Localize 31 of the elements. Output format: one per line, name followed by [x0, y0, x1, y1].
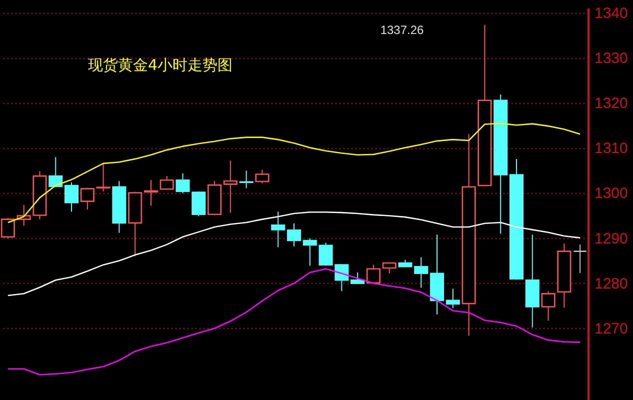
- candlestick: [96, 162, 110, 192]
- candlestick: [446, 288, 460, 309]
- y-tick-label: 1290: [594, 230, 628, 248]
- candlestick: [223, 160, 238, 214]
- candlestick: [271, 211, 286, 248]
- candlestick: [541, 290, 556, 322]
- y-tick-label: 1280: [594, 275, 628, 292]
- candlestick: [64, 182, 79, 212]
- candlestick: [48, 156, 63, 188]
- line-series: [7, 122, 581, 224]
- y-tick-label: 1310: [594, 140, 628, 158]
- candlestick: [573, 244, 588, 274]
- candlestick: [350, 272, 365, 284]
- candlestick: [144, 180, 158, 206]
- candlestick: [414, 256, 428, 288]
- y-tick-label: 1300: [594, 185, 628, 202]
- text: 现货黄金4小时走势图: [88, 56, 233, 74]
- candlestick: [160, 176, 174, 190]
- candlestick: [366, 264, 380, 284]
- y-tick-label: 1330: [594, 50, 628, 68]
- candlestick: [255, 169, 270, 184]
- line-series: [7, 211, 581, 296]
- candlestick: [382, 262, 396, 274]
- annotation: 1337.26: [380, 23, 424, 37]
- candlestick: [286, 222, 302, 247]
- candlestick: [302, 238, 317, 266]
- y-tick-label: 1270: [594, 320, 628, 338]
- candlestick: [80, 187, 94, 210]
- y-tick-label: 1340: [594, 5, 628, 22]
- y-tick-label: 1320: [594, 95, 628, 112]
- candlestick: [239, 170, 254, 189]
